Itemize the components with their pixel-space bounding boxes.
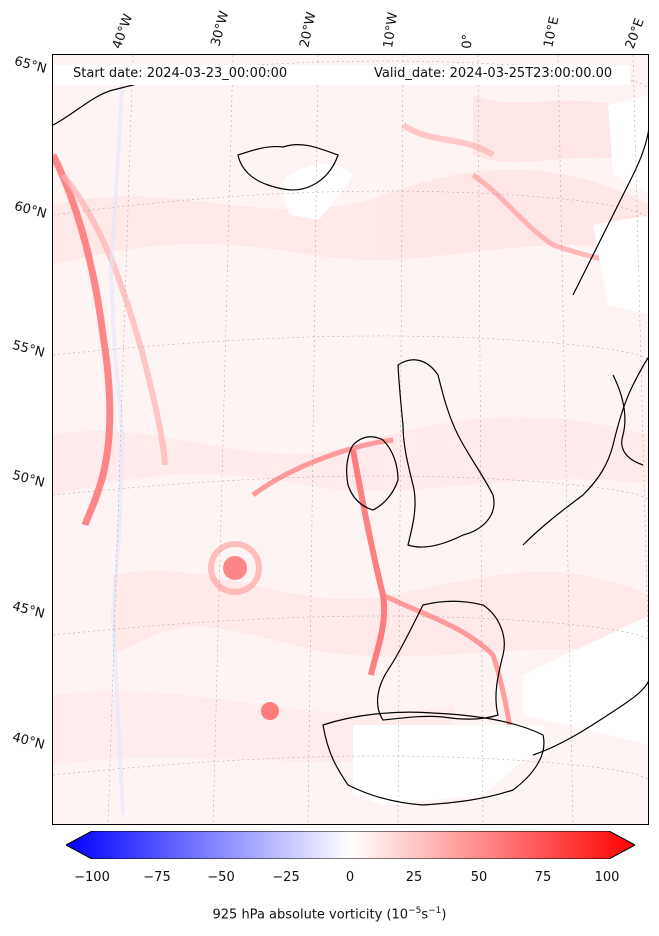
vorticity-band-frontal xyxy=(350,449,388,676)
vorticity-filament-north xyxy=(401,122,495,158)
lon-label-30w: 30°W xyxy=(208,9,233,48)
vorticity-band-central xyxy=(251,437,394,498)
header-band xyxy=(53,65,630,85)
lat-label-40n: 40°N xyxy=(10,730,47,753)
colorbar-tick: 0 xyxy=(345,870,355,885)
lon-label-40w: 40°W xyxy=(109,12,137,51)
colorbar-tick: 75 xyxy=(534,870,552,885)
ireland-coast xyxy=(346,436,399,511)
colorbar-tick: −50 xyxy=(207,870,235,885)
colorbar-title: 925 hPa absolute vorticity (10−5s−1) xyxy=(212,906,447,923)
lon-label-20e: 20°E xyxy=(622,16,648,51)
scandinavia-blank xyxy=(608,95,648,194)
norway-blank xyxy=(593,215,648,315)
iberia-blank xyxy=(353,725,548,805)
mediterranean-coast xyxy=(532,680,648,756)
colorbar-gradient xyxy=(66,831,635,859)
vortex-center xyxy=(223,556,247,580)
france-coast xyxy=(376,600,505,721)
vorticity-filament-west xyxy=(53,153,114,527)
iberia-coast xyxy=(322,711,545,806)
field-texture xyxy=(53,95,648,765)
start-date-label: Start date: 2024-03-23_00:00:00 xyxy=(73,66,288,81)
lon-label-10w: 10°W xyxy=(381,11,401,49)
lat-label-55n: 55°N xyxy=(10,338,47,361)
northsea-coast xyxy=(522,356,648,546)
vorticity-map xyxy=(52,54,649,825)
colorbar-tick: −75 xyxy=(143,870,171,885)
norway-coast xyxy=(572,130,648,296)
denmark-coast xyxy=(612,374,644,466)
weak-negative-band xyxy=(108,74,126,816)
lat-label-50n: 50°N xyxy=(10,468,47,491)
colorbar-tick: 100 xyxy=(594,870,620,885)
vortex-small xyxy=(261,702,279,720)
lon-label-10e: 10°E xyxy=(541,15,563,50)
iceland-coast xyxy=(237,143,339,191)
vorticity-band-iberia xyxy=(381,592,516,746)
colorbar-tick: −100 xyxy=(74,870,110,885)
lat-label-60n: 60°N xyxy=(12,199,49,222)
vortex-ring xyxy=(208,541,262,595)
valid-date-label: Valid_date: 2024-03-25T23:00:00.00 xyxy=(374,66,613,81)
lon-label-0: 0° xyxy=(460,33,476,49)
coastlines xyxy=(53,74,648,806)
colorbar-tick: 25 xyxy=(405,870,423,885)
mediterranean-blank xyxy=(523,615,648,745)
map-canvas xyxy=(53,55,648,824)
vorticity-filament-west-2 xyxy=(60,173,168,466)
colorbar xyxy=(66,831,635,859)
lat-label-45n: 45°N xyxy=(10,599,47,622)
lat-label-65n: 65°N xyxy=(12,54,49,77)
colorbar-tick: −25 xyxy=(272,870,300,885)
colorbar-tick: 50 xyxy=(470,870,488,885)
lon-label-20w: 20°W xyxy=(297,10,320,49)
britain-coast xyxy=(397,359,495,548)
